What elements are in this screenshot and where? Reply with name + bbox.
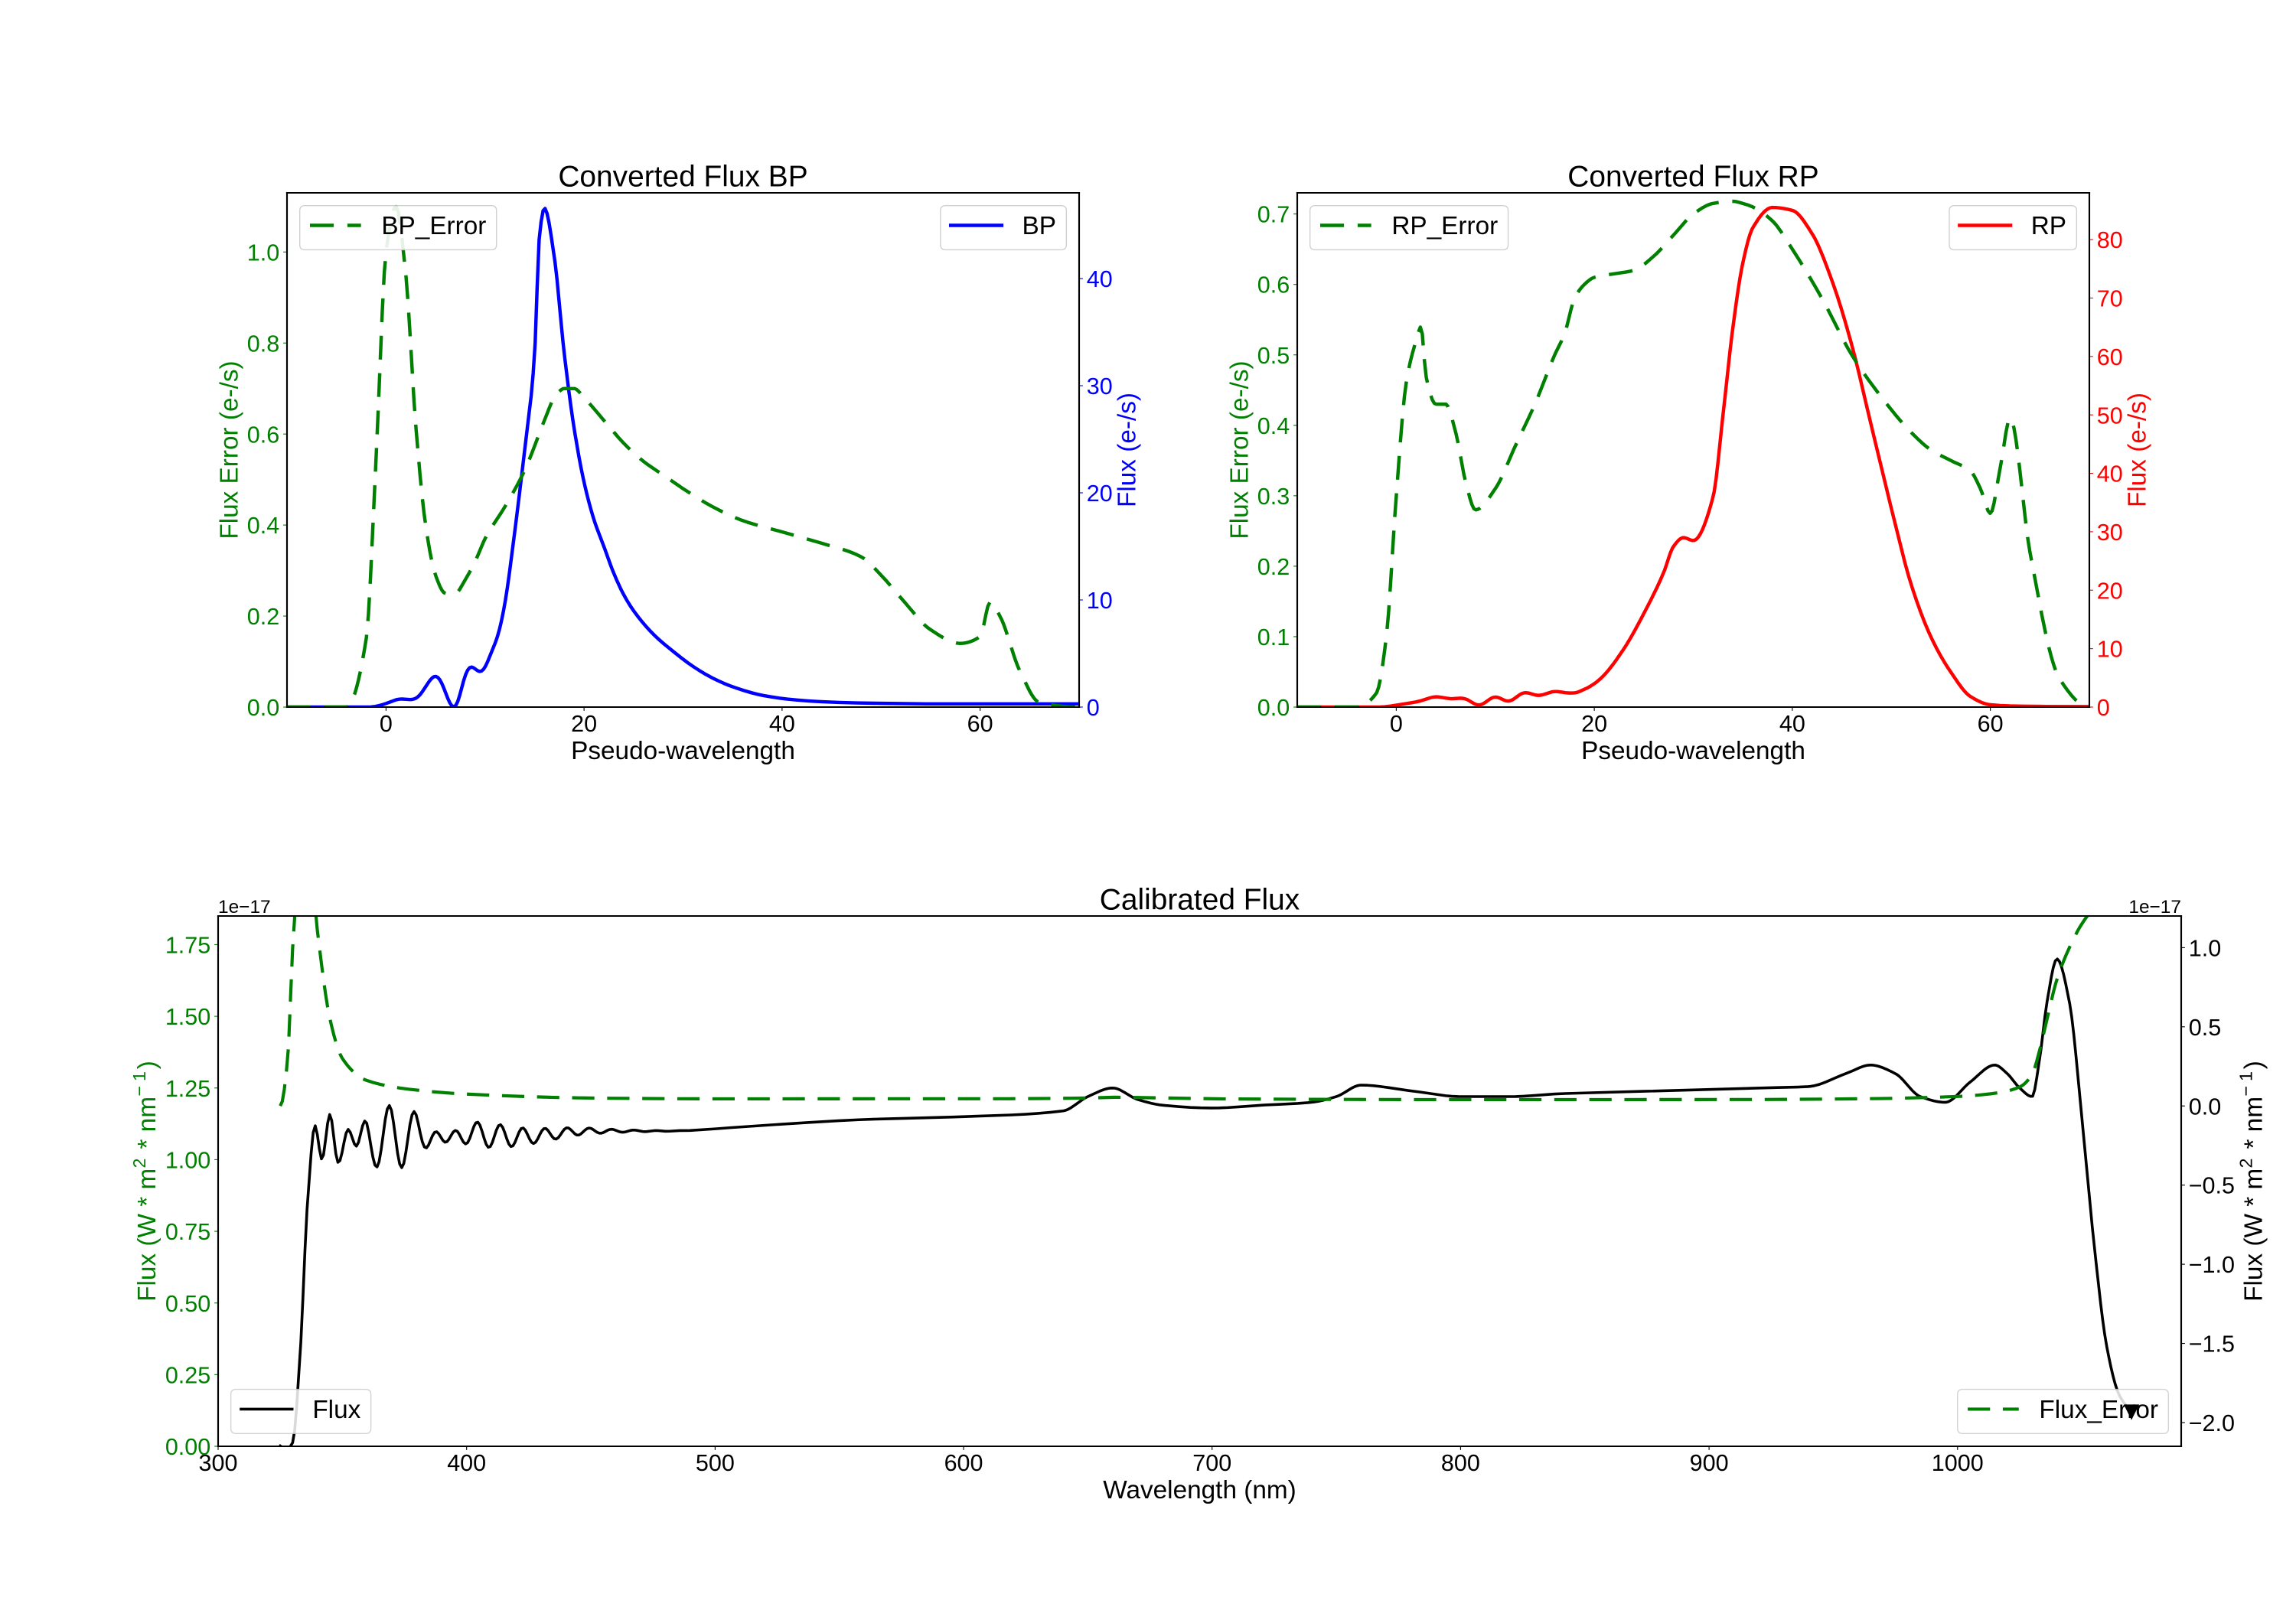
svg-text:40: 40 (2097, 461, 2123, 487)
svg-text:RP_Error: RP_Error (1391, 212, 1498, 240)
svg-text:0.4: 0.4 (1257, 413, 1290, 439)
svg-text:0.6: 0.6 (1257, 272, 1290, 298)
svg-text:20: 20 (571, 711, 597, 737)
svg-text:0.0: 0.0 (1257, 695, 1290, 721)
svg-text:1e−17: 1e−17 (218, 897, 271, 918)
svg-text:80: 80 (2097, 227, 2123, 253)
svg-text:900: 900 (1690, 1450, 1729, 1476)
svg-text:800: 800 (1441, 1450, 1480, 1476)
svg-text:Flux Error (e-/s): Flux Error (e-/s) (1225, 360, 1254, 539)
svg-text:20: 20 (2097, 578, 2123, 604)
svg-text:Wavelength (nm): Wavelength (nm) (1103, 1476, 1296, 1504)
svg-text:0: 0 (1087, 695, 1100, 721)
svg-text:BP: BP (1022, 212, 1056, 240)
svg-text:0.25: 0.25 (165, 1362, 210, 1388)
svg-text:40: 40 (1779, 711, 1805, 737)
svg-text:F l u x: F l u x ( W * m * n m ) 2 − 1 (129, 1057, 161, 1302)
svg-text:60: 60 (1978, 711, 2004, 737)
svg-text:700: 700 (1192, 1450, 1231, 1476)
svg-text:30: 30 (1087, 373, 1113, 399)
svg-text:Flux (e-/s): Flux (e-/s) (1113, 393, 1141, 507)
svg-text:1.75: 1.75 (165, 933, 210, 959)
svg-text:F l u x: F l u x ( W * m * n m ) 2 − 1 (2236, 1057, 2268, 1302)
svg-text:0.0: 0.0 (247, 695, 279, 721)
svg-text:RP: RP (2031, 212, 2066, 240)
svg-text:0: 0 (380, 711, 393, 737)
svg-text:0.2: 0.2 (1257, 554, 1290, 580)
svg-text:1.50: 1.50 (165, 1004, 210, 1030)
svg-text:BP_Error: BP_Error (381, 212, 486, 240)
svg-text:1e−17: 1e−17 (2128, 897, 2181, 918)
svg-text:0.0: 0.0 (2189, 1094, 2221, 1120)
svg-text:0: 0 (1390, 711, 1403, 737)
svg-text:0.50: 0.50 (165, 1291, 210, 1317)
svg-text:30: 30 (2097, 520, 2123, 546)
svg-text:1.00: 1.00 (165, 1147, 210, 1173)
svg-text:Flux_Error: Flux_Error (2039, 1396, 2158, 1424)
svg-text:40: 40 (1087, 266, 1113, 292)
svg-text:0.7: 0.7 (1257, 202, 1290, 228)
svg-text:500: 500 (696, 1450, 735, 1476)
svg-text:0.00: 0.00 (165, 1434, 210, 1460)
svg-text:Pseudo-wavelength: Pseudo-wavelength (571, 737, 795, 765)
svg-text:1000: 1000 (1932, 1450, 1984, 1476)
svg-text:−1.0: −1.0 (2189, 1252, 2235, 1278)
svg-text:0.75: 0.75 (165, 1219, 210, 1245)
svg-text:600: 600 (944, 1450, 983, 1476)
svg-text:Flux (e-/s): Flux (e-/s) (2123, 393, 2151, 507)
svg-text:0.3: 0.3 (1257, 484, 1290, 510)
svg-text:50: 50 (2097, 403, 2123, 429)
svg-text:1.0: 1.0 (2189, 935, 2221, 961)
svg-text:0.2: 0.2 (247, 604, 279, 630)
svg-text:60: 60 (967, 711, 993, 737)
svg-text:0.8: 0.8 (247, 331, 279, 357)
svg-text:10: 10 (1087, 588, 1113, 614)
svg-text:20: 20 (1087, 481, 1113, 507)
svg-text:0.4: 0.4 (247, 513, 279, 539)
svg-text:0.5: 0.5 (1257, 343, 1290, 369)
svg-text:20: 20 (1581, 711, 1607, 737)
svg-text:0.1: 0.1 (1257, 624, 1290, 650)
svg-text:400: 400 (447, 1450, 486, 1476)
svg-text:Calibrated Flux: Calibrated Flux (1100, 884, 1300, 917)
svg-text:Converted Flux RP: Converted Flux RP (1567, 161, 1818, 194)
svg-text:−0.5: −0.5 (2189, 1173, 2235, 1199)
svg-text:−1.5: −1.5 (2189, 1332, 2235, 1358)
svg-text:0: 0 (2097, 695, 2110, 721)
svg-text:1.25: 1.25 (165, 1076, 210, 1102)
svg-text:Pseudo-wavelength: Pseudo-wavelength (1581, 737, 1805, 765)
svg-text:10: 10 (2097, 637, 2123, 663)
svg-text:40: 40 (769, 711, 795, 737)
svg-text:Flux Error (e-/s): Flux Error (e-/s) (215, 360, 243, 539)
svg-text:Converted Flux BP: Converted Flux BP (558, 161, 807, 194)
svg-text:70: 70 (2097, 286, 2123, 312)
svg-text:Flux: Flux (312, 1396, 360, 1424)
svg-text:0.5: 0.5 (2189, 1015, 2221, 1041)
svg-text:−2.0: −2.0 (2189, 1410, 2235, 1436)
svg-text:0.6: 0.6 (247, 422, 279, 448)
svg-text:60: 60 (2097, 344, 2123, 370)
svg-text:1.0: 1.0 (247, 240, 279, 266)
